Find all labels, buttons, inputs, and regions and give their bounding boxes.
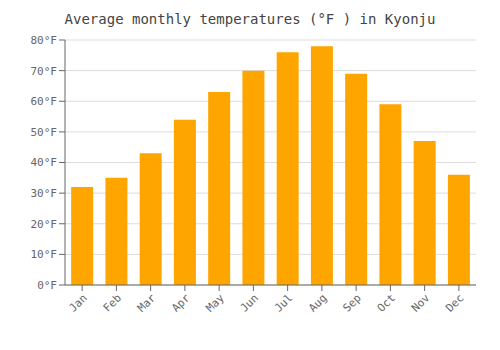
svg-text:70°F: 70°F <box>31 65 58 78</box>
svg-text:50°F: 50°F <box>31 126 58 139</box>
svg-text:40°F: 40°F <box>31 156 58 169</box>
svg-text:Nov: Nov <box>409 291 433 315</box>
svg-text:Apr: Apr <box>169 291 193 315</box>
html-text:Average monthly temperatures (: Average monthly temperatures (°F ) in Ky… <box>64 11 436 27</box>
svg-text:Sep: Sep <box>341 291 364 314</box>
svg-text:80°F: 80°F <box>31 34 58 47</box>
svg-text:May: May <box>204 291 228 315</box>
svg-text:Jul: Jul <box>272 291 295 314</box>
svg-text:Aug: Aug <box>306 291 329 314</box>
svg-text:60°F: 60°F <box>31 95 58 108</box>
svg-text:0°F: 0°F <box>37 279 57 292</box>
svg-text:20°F: 20°F <box>31 218 58 231</box>
svg-text:Dec: Dec <box>443 291 466 314</box>
svg-text:Mar: Mar <box>135 291 159 315</box>
svg-text:10°F: 10°F <box>31 248 58 261</box>
svg-text:30°F: 30°F <box>31 187 58 200</box>
svg-text:Oct: Oct <box>375 291 398 314</box>
svg-text:Jan: Jan <box>67 291 90 314</box>
svg-text:Feb: Feb <box>101 291 124 314</box>
svg-text:Jun: Jun <box>238 291 261 314</box>
